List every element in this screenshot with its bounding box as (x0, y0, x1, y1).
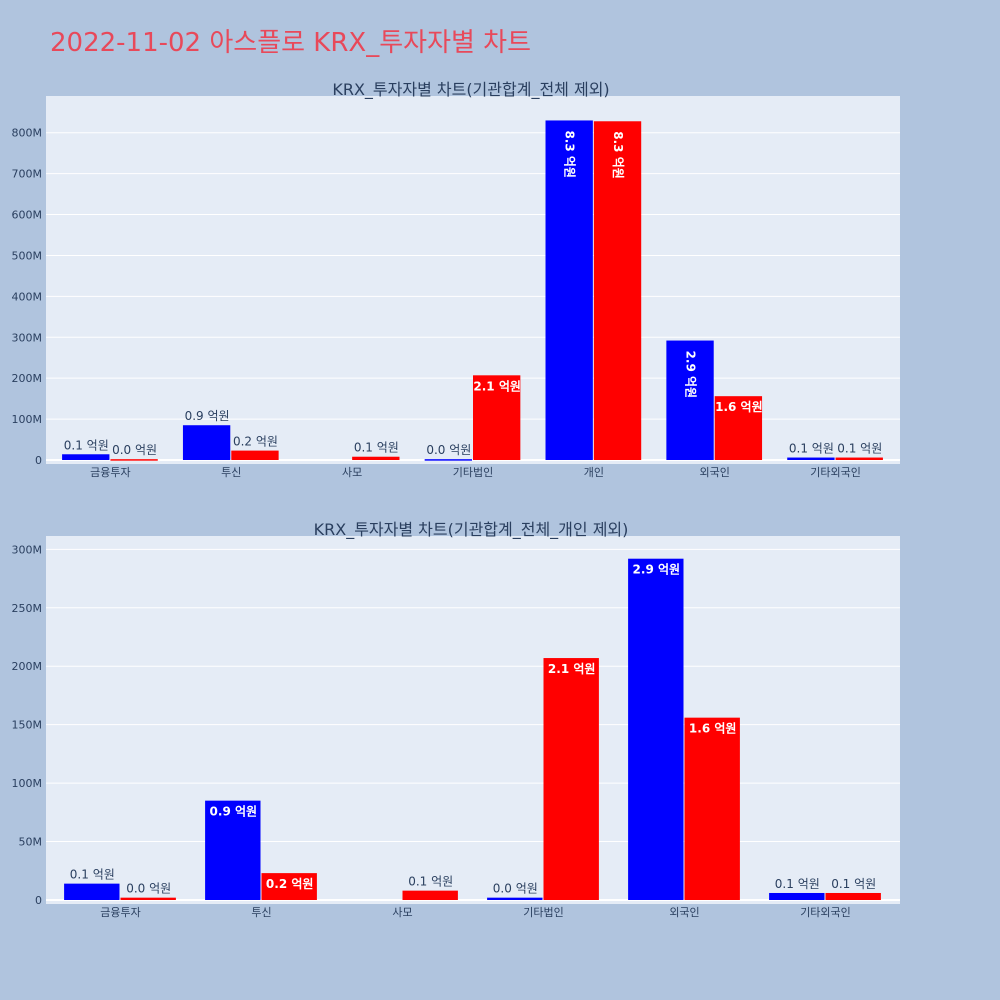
bar-data-label: 2.9 억원 (633, 563, 681, 577)
bar-data-label: 0.0 억원 (426, 443, 471, 457)
y-tick-label: 400M (12, 290, 43, 303)
bar-data-label: 0.1 억원 (831, 877, 876, 891)
y-tick-label: 700M (12, 168, 43, 181)
x-tick-label: 기타법인 (453, 466, 493, 479)
y-tick-label: 150M (12, 719, 43, 732)
bar-data-label: 0.1 억원 (837, 442, 882, 456)
plot-area (46, 536, 900, 904)
bar (543, 658, 599, 900)
bar-data-label: 0.2 억원 (233, 435, 278, 449)
bar (769, 892, 825, 900)
x-tick-label: 사모 (342, 466, 362, 479)
bar (110, 459, 158, 461)
bar (402, 890, 458, 900)
chart-title: KRX_투자자별 차트(기관합계_전체 제외) (332, 80, 609, 100)
bar-data-label: 0.9 억원 (210, 805, 258, 819)
chart-1: 0 100M 200M 300M 400M 500M 600M 700M 800M KRX_투자자… (12, 80, 900, 479)
y-tick-label: 50M (19, 836, 43, 849)
y-tick-label: 250M (12, 602, 43, 615)
x-tick-label: 기타외국인 (810, 466, 861, 479)
x-tick-label: 기타법인 (523, 906, 563, 919)
y-tick-label: 800M (12, 127, 43, 140)
bar-data-label: 0.1 억원 (70, 868, 115, 882)
bar (666, 340, 714, 460)
bar-data-label: 1.6 억원 (715, 400, 763, 414)
x-tick-label: 외국인 (669, 906, 699, 919)
bar-data-label: 0.1 억원 (354, 441, 399, 455)
x-tick-label: 사모 (392, 906, 412, 919)
bar (62, 454, 110, 460)
y-tick-label: 0 (35, 894, 42, 907)
bar-data-label: 0.1 억원 (64, 438, 109, 452)
bar (593, 121, 642, 460)
y-tick-label: 500M (12, 249, 43, 262)
bar (352, 456, 400, 460)
bar-data-label: 8.3 억원 (563, 130, 577, 178)
y-tick-label: 200M (12, 660, 43, 673)
bar (261, 873, 317, 900)
x-tick-label: 개인 (584, 466, 604, 479)
bar (424, 459, 472, 461)
bar-data-label: 0.1 억원 (408, 875, 453, 889)
bar-data-label: 0.9 억원 (185, 409, 230, 423)
bar-data-label: 0.1 억원 (789, 442, 834, 456)
bar (684, 717, 740, 900)
bar (64, 883, 120, 900)
bar (120, 897, 176, 900)
x-tick-label: 금융투자 (100, 906, 140, 919)
bar-data-label: 1.6 억원 (689, 722, 737, 736)
x-tick-label: 기타외국인 (800, 906, 851, 919)
chart-2: 0 50M 100M 150M 200M 250M 300M KRX_투자자별 차트(기관합계… (12, 520, 900, 919)
bar (231, 450, 279, 460)
bar (473, 375, 521, 460)
bar-data-label: 0.1 억원 (775, 877, 820, 891)
y-tick-label: 200M (12, 372, 43, 385)
y-tick-label: 300M (12, 543, 43, 556)
x-tick-label: 외국인 (700, 466, 730, 479)
bar (205, 800, 261, 900)
y-tick-label: 600M (12, 209, 43, 222)
bar (545, 120, 593, 461)
bar (487, 897, 543, 900)
x-tick-label: 투신 (251, 906, 271, 919)
bar (628, 558, 684, 900)
bar-data-label: 0.2 억원 (266, 877, 314, 891)
x-tick-label: 금융투자 (90, 466, 130, 479)
x-tick-label: 투신 (221, 466, 241, 479)
bar-data-label: 2.9 억원 (684, 351, 698, 399)
bar (714, 396, 763, 460)
bar-data-label: 0.0 억원 (126, 882, 171, 896)
y-tick-label: 300M (12, 331, 43, 344)
bar (787, 457, 835, 460)
bar (182, 425, 231, 460)
page-title: 2022-11-02 아스플로 KRX_투자자별 차트 (50, 28, 532, 58)
bar-data-label: 0.0 억원 (493, 882, 538, 896)
y-tick-label: 100M (12, 413, 43, 426)
y-tick-label: 100M (12, 777, 43, 790)
bar-data-label: 8.3 억원 (611, 131, 625, 179)
chart-title: KRX_투자자별 차트(기관합계_전체_개인 제외) (314, 520, 629, 540)
bar (825, 892, 881, 900)
y-tick-label: 0 (35, 454, 42, 467)
bar-data-label: 0.0 억원 (112, 443, 157, 457)
bar (835, 457, 883, 460)
bar-data-label: 2.1 억원 (548, 662, 596, 676)
bar-data-label: 2.1 억원 (473, 379, 521, 393)
